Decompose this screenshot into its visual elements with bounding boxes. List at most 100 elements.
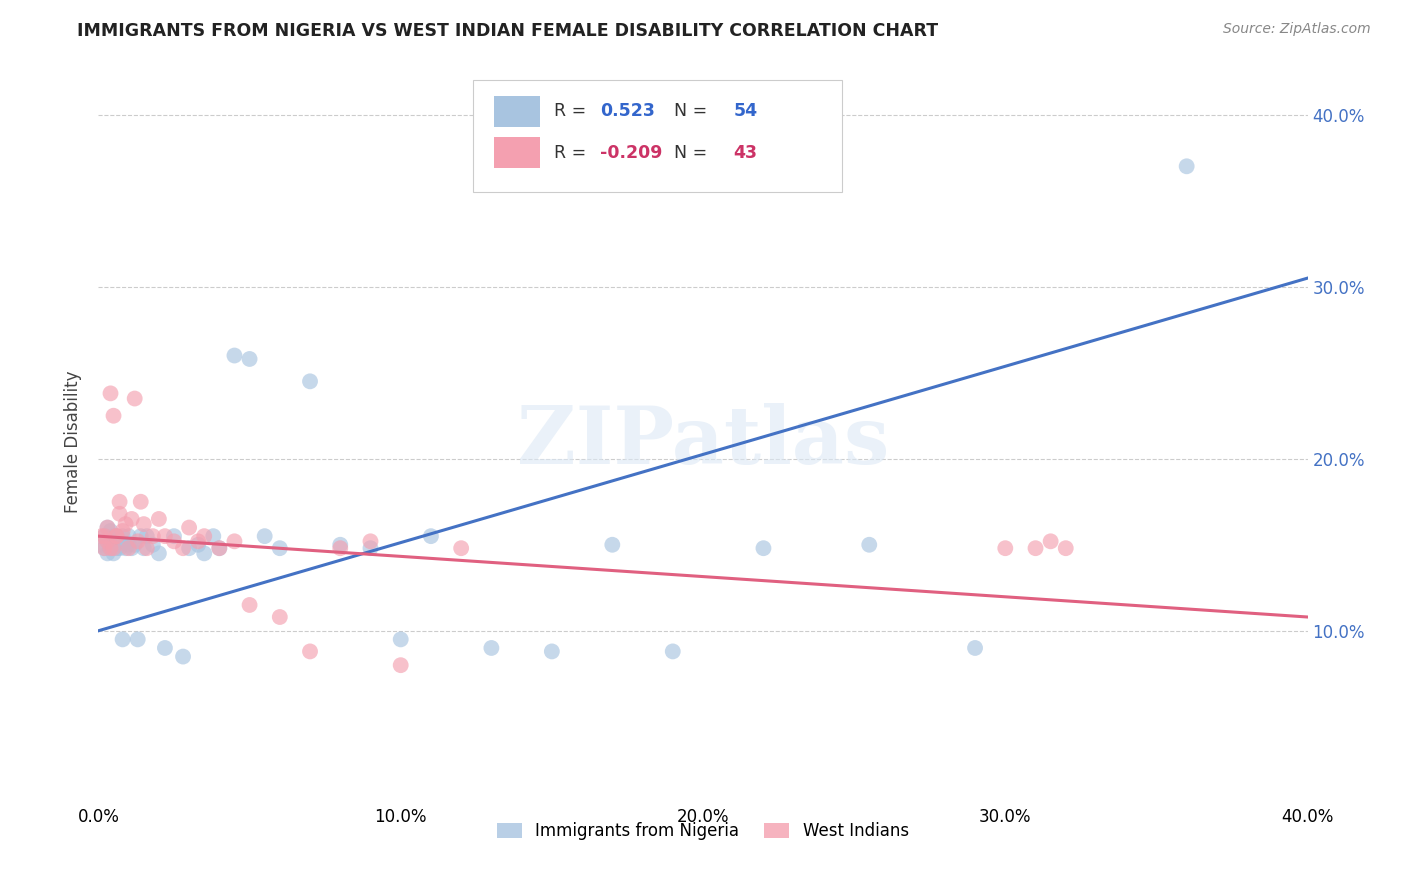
- Text: IMMIGRANTS FROM NIGERIA VS WEST INDIAN FEMALE DISABILITY CORRELATION CHART: IMMIGRANTS FROM NIGERIA VS WEST INDIAN F…: [77, 22, 938, 40]
- Point: [239, 351, 262, 366]
- Point: [90, 529, 112, 543]
- Point: [100, 541, 122, 556]
- Point: [96, 520, 118, 534]
- Point: [103, 546, 125, 560]
- Point: [193, 546, 215, 560]
- Point: [965, 640, 987, 655]
- Point: [118, 529, 141, 543]
- Point: [202, 529, 225, 543]
- Point: [148, 546, 170, 560]
- Point: [187, 534, 209, 549]
- Text: 43: 43: [734, 144, 758, 161]
- Text: -0.209: -0.209: [600, 144, 662, 161]
- Point: [100, 386, 122, 401]
- Point: [1054, 541, 1077, 556]
- Point: [135, 529, 157, 543]
- Point: [124, 538, 146, 552]
- Point: [105, 529, 128, 543]
- Point: [481, 640, 503, 655]
- Point: [114, 541, 136, 556]
- Point: [108, 507, 131, 521]
- FancyBboxPatch shape: [494, 137, 540, 168]
- Point: [100, 533, 122, 547]
- Point: [224, 534, 246, 549]
- Point: [239, 598, 262, 612]
- Legend: Immigrants from Nigeria, West Indians: Immigrants from Nigeria, West Indians: [489, 814, 917, 848]
- Point: [661, 644, 683, 658]
- Point: [96, 534, 118, 549]
- Point: [132, 541, 155, 556]
- Point: [163, 534, 186, 549]
- FancyBboxPatch shape: [494, 96, 540, 127]
- Point: [103, 409, 125, 423]
- Point: [858, 538, 880, 552]
- Point: [153, 640, 176, 655]
- Point: [1175, 159, 1198, 173]
- Text: N =: N =: [664, 144, 713, 161]
- Point: [540, 644, 562, 658]
- Point: [172, 541, 194, 556]
- Point: [96, 520, 118, 534]
- Point: [127, 534, 149, 549]
- Point: [111, 524, 134, 538]
- Point: [121, 541, 143, 556]
- Point: [121, 512, 143, 526]
- Text: 0.523: 0.523: [600, 103, 655, 120]
- Point: [127, 632, 149, 647]
- Point: [172, 649, 194, 664]
- Point: [93, 529, 115, 543]
- Point: [103, 541, 125, 556]
- Point: [153, 529, 176, 543]
- Point: [108, 541, 131, 556]
- Point: [111, 632, 134, 647]
- Point: [135, 541, 157, 556]
- FancyBboxPatch shape: [474, 80, 842, 193]
- Point: [100, 541, 122, 556]
- Text: 54: 54: [734, 103, 758, 120]
- Point: [142, 529, 165, 543]
- Point: [148, 512, 170, 526]
- Point: [96, 534, 118, 549]
- Point: [93, 541, 115, 556]
- Point: [1039, 534, 1062, 549]
- Text: N =: N =: [664, 103, 713, 120]
- Point: [187, 538, 209, 552]
- Point: [329, 538, 352, 552]
- Point: [420, 529, 443, 543]
- Point: [118, 538, 141, 552]
- Point: [389, 632, 412, 647]
- Point: [299, 375, 322, 389]
- Point: [602, 538, 624, 552]
- Point: [329, 541, 352, 556]
- Point: [208, 541, 231, 556]
- Point: [132, 517, 155, 532]
- Y-axis label: Female Disability: Female Disability: [65, 370, 83, 513]
- Point: [103, 529, 125, 543]
- Point: [193, 529, 215, 543]
- Point: [253, 529, 276, 543]
- Point: [111, 529, 134, 543]
- Point: [108, 534, 131, 549]
- Point: [994, 541, 1017, 556]
- Point: [179, 520, 201, 534]
- Point: [360, 534, 382, 549]
- Point: [129, 494, 152, 508]
- Point: [179, 541, 201, 556]
- Text: R =: R =: [554, 103, 592, 120]
- Point: [93, 541, 115, 556]
- Text: R =: R =: [554, 144, 592, 161]
- Point: [450, 541, 472, 556]
- Point: [389, 658, 412, 673]
- Point: [105, 529, 128, 543]
- Point: [129, 529, 152, 543]
- Point: [114, 517, 136, 532]
- Point: [90, 538, 112, 552]
- Point: [299, 644, 322, 658]
- Point: [224, 349, 246, 363]
- Point: [118, 541, 141, 556]
- Point: [163, 529, 186, 543]
- Point: [269, 610, 291, 624]
- Point: [360, 541, 382, 556]
- Point: [208, 541, 231, 556]
- Text: ZIPatlas: ZIPatlas: [517, 402, 889, 481]
